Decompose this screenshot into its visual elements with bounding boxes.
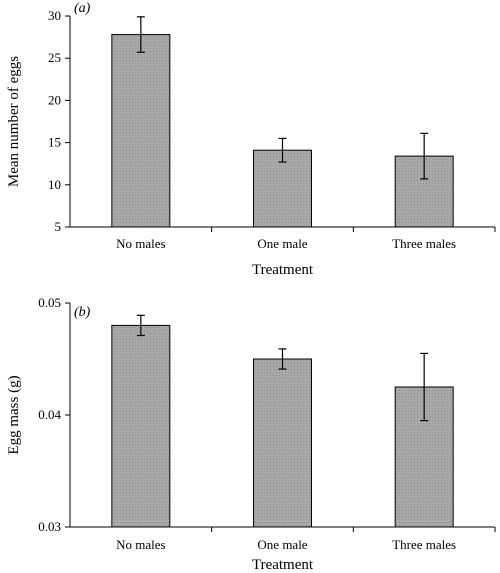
y-axis-title: Egg mass (g) bbox=[6, 375, 22, 454]
y-tick-label: 10 bbox=[48, 177, 61, 192]
bar-one-male bbox=[253, 149, 312, 228]
category-label: Three males bbox=[392, 236, 456, 251]
bar-one-male bbox=[253, 358, 312, 528]
x-axis-title: Treatment bbox=[252, 262, 314, 278]
y-tick-label: 15 bbox=[48, 135, 61, 150]
category-label: One male bbox=[257, 537, 307, 552]
y-tick-label: 30 bbox=[48, 8, 61, 23]
y-axis-title: Mean number of eggs bbox=[6, 56, 22, 187]
category-label: Three males bbox=[392, 537, 456, 552]
category-label: No males bbox=[116, 236, 165, 251]
y-tick-label: 0.03 bbox=[38, 519, 61, 534]
panel-label: (b) bbox=[74, 305, 91, 320]
x-axis-title: Treatment bbox=[252, 557, 314, 573]
y-tick-label: 25 bbox=[48, 50, 61, 65]
y-tick-label: 5 bbox=[55, 219, 62, 234]
y-tick-label: 0.05 bbox=[38, 295, 61, 310]
panel-b: 0.03 0.04 0.05 No males One male Three males T… bbox=[6, 295, 496, 573]
category-label: No males bbox=[116, 537, 165, 552]
bar-no-males bbox=[111, 34, 171, 228]
category-label: One male bbox=[257, 236, 307, 251]
y-tick-label: 20 bbox=[48, 92, 61, 107]
y-tick-label: 0.04 bbox=[38, 407, 61, 422]
bar-no-males bbox=[111, 324, 171, 528]
panel-label: (a) bbox=[74, 1, 91, 16]
panel-a: 5 10 15 20 25 30 No males One male Three males Tr… bbox=[6, 1, 496, 278]
